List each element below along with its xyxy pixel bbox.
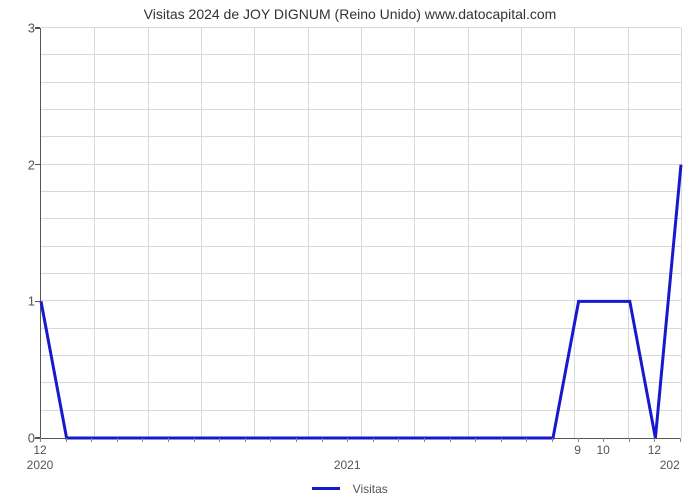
legend-swatch bbox=[312, 487, 340, 490]
x-month-label: 10 bbox=[597, 443, 610, 457]
x-year-label: 2020 bbox=[27, 458, 54, 472]
y-tick-mark bbox=[35, 164, 40, 166]
y-tick-mark bbox=[35, 301, 40, 303]
x-minor-tick bbox=[66, 438, 67, 442]
x-minor-tick bbox=[194, 438, 195, 442]
x-minor-tick bbox=[91, 438, 92, 442]
x-month-label: 9 bbox=[574, 443, 581, 457]
y-tick-mark bbox=[35, 27, 40, 29]
plot-area bbox=[40, 28, 681, 439]
x-minor-tick bbox=[347, 438, 348, 442]
x-minor-tick bbox=[322, 438, 323, 442]
x-minor-tick bbox=[373, 438, 374, 442]
legend: Visitas bbox=[0, 480, 700, 498]
x-minor-tick bbox=[603, 438, 604, 442]
x-minor-tick bbox=[501, 438, 502, 442]
chart-title: Visitas 2024 de JOY DIGNUM (Reino Unido)… bbox=[0, 6, 700, 22]
x-minor-tick bbox=[654, 438, 655, 442]
x-month-label: 12 bbox=[33, 443, 46, 457]
x-minor-tick bbox=[219, 438, 220, 442]
x-minor-tick bbox=[552, 438, 553, 442]
x-minor-tick bbox=[398, 438, 399, 442]
x-minor-tick bbox=[475, 438, 476, 442]
y-tick-label: 1 bbox=[5, 294, 35, 309]
x-month-label: 12 bbox=[648, 443, 661, 457]
y-tick-label: 2 bbox=[5, 157, 35, 172]
data-line bbox=[41, 28, 681, 438]
grid-line-v bbox=[681, 28, 682, 438]
y-tick-label: 0 bbox=[5, 431, 35, 446]
y-tick-label: 3 bbox=[5, 21, 35, 36]
x-minor-tick bbox=[168, 438, 169, 442]
x-year-label: 202 bbox=[660, 458, 680, 472]
x-minor-tick bbox=[296, 438, 297, 442]
x-minor-tick bbox=[424, 438, 425, 442]
chart-container: Visitas 2024 de JOY DIGNUM (Reino Unido)… bbox=[0, 0, 700, 500]
x-minor-tick bbox=[117, 438, 118, 442]
x-minor-tick bbox=[578, 438, 579, 442]
x-minor-tick bbox=[526, 438, 527, 442]
x-minor-tick bbox=[450, 438, 451, 442]
legend-label: Visitas bbox=[353, 482, 388, 496]
x-minor-tick bbox=[680, 438, 681, 442]
x-minor-tick bbox=[629, 438, 630, 442]
x-minor-tick bbox=[245, 438, 246, 442]
x-year-label: 2021 bbox=[334, 458, 361, 472]
x-minor-tick bbox=[40, 438, 41, 442]
x-minor-tick bbox=[270, 438, 271, 442]
x-minor-tick bbox=[142, 438, 143, 442]
